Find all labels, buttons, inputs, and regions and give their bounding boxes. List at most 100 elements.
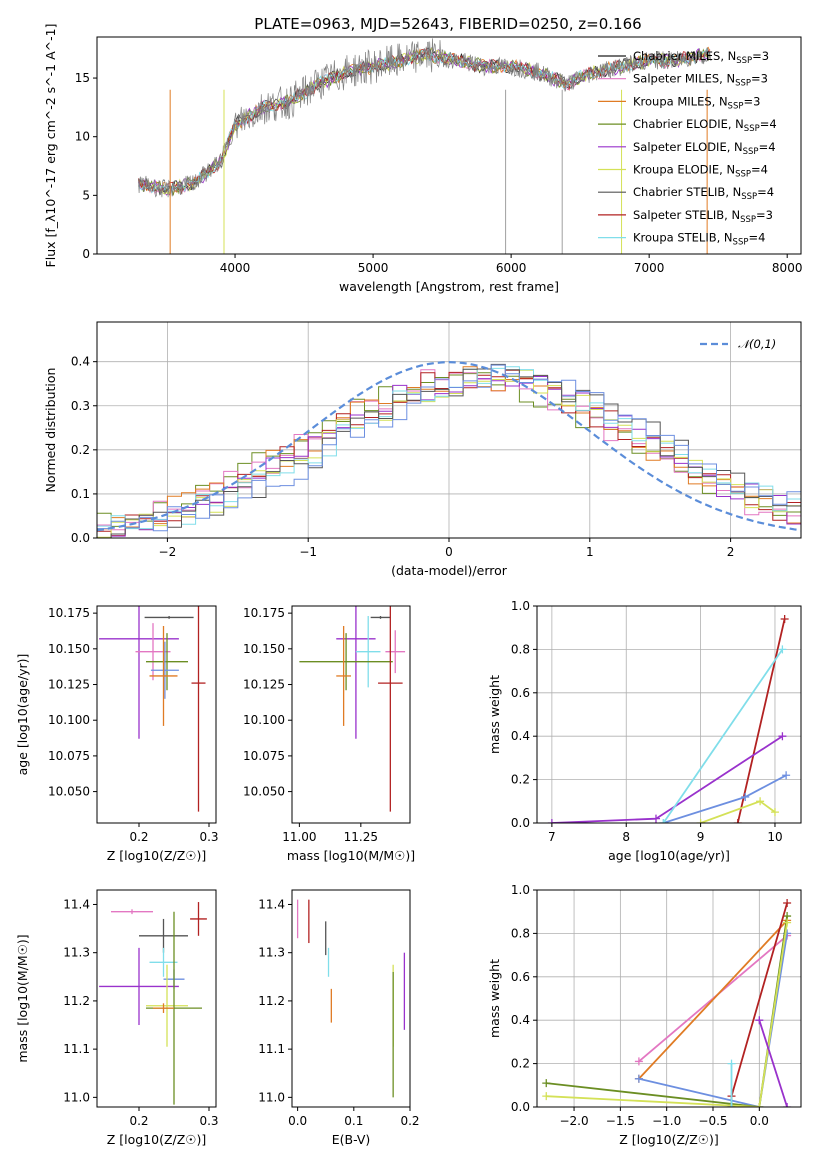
x-axis-label: Z [log10(Z/Z☉)]: [107, 848, 207, 863]
y-tick-label: 0.2: [511, 1057, 530, 1071]
weight-marker: [651, 814, 660, 823]
y-tick-label: 11.3: [63, 946, 90, 960]
y-tick-label: 0.1: [71, 487, 90, 501]
plot-frame: [536, 605, 802, 824]
y-tick-label: 0.6: [511, 970, 530, 984]
x-tick-label: 6000: [496, 261, 527, 275]
data-point: [146, 633, 188, 691]
y-tick-label: 11.0: [258, 1090, 285, 1104]
panel-age_vs_Z: 0.2 0.3 10.050 10.075 10.100 10.125 10.150 10.1…: [15, 605, 219, 863]
x-axis-label: (data-model)/error: [391, 563, 508, 578]
y-axis-label: mass [log10(M/M☉)]: [15, 934, 30, 1062]
y-tick-label: 11.2: [63, 994, 90, 1008]
y-tick-label: 10.050: [243, 785, 285, 799]
legend-label: Salpeter MILES, NSSP=3: [633, 72, 768, 89]
data-spectrum-line: [138, 38, 712, 198]
y-tick-label: 10.125: [243, 678, 285, 692]
x-tick-label: −1.0: [652, 1114, 681, 1128]
data-point: [370, 615, 391, 619]
panel-weight_vs_age: 7 8 9 10 0.0 0.2 0.4 0.6 0.8 1.0 age [log10(age/yr…: [487, 599, 802, 863]
weight-marker: [727, 1059, 736, 1068]
panel-spectrum: 4000 5000 6000 7000 8000 0 5 10 15 wavelength [An…: [43, 24, 802, 294]
x-axis-label: age [log10(age/yr)]: [608, 848, 730, 863]
y-tick-label: 11.1: [63, 1042, 90, 1056]
data-point: [99, 947, 179, 1026]
y-tick-label: 0.8: [511, 642, 530, 656]
y-tick-label: 0.8: [511, 926, 530, 940]
panel-weight_vs_Z: −2.0 −1.5 −1.0 −0.5 0.0 0.0 0.2 0.4 0.6 0.8 1.0 Z […: [487, 883, 802, 1147]
data-point: [336, 625, 351, 726]
y-tick-label: 0: [82, 247, 90, 261]
y-tick-label: 11.4: [258, 897, 285, 911]
x-axis-label: Z [log10(Z/Z☉)]: [619, 1132, 719, 1147]
x-tick-label: 7000: [634, 261, 665, 275]
y-tick-label: 11.0: [63, 1090, 90, 1104]
weight-line: [638, 919, 788, 1080]
weight-marker: [547, 819, 556, 823]
x-tick-label: 7: [548, 830, 556, 844]
data-point: [144, 615, 194, 619]
legend-label: Chabrier MILES, NSSP=3: [633, 49, 769, 66]
x-tick-label: 2: [727, 545, 735, 559]
y-axis-label: mass weight: [487, 675, 502, 754]
legend-label: 𝒩(0,1): [738, 337, 776, 351]
plot-frame: [291, 889, 411, 1108]
gaussian-reference-line: [97, 360, 801, 532]
weight-line: [736, 618, 786, 823]
weight-marker: [755, 1103, 764, 1107]
weight-marker: [741, 792, 750, 801]
weight-marker: [778, 732, 787, 741]
y-tick-label: 11.1: [258, 1042, 285, 1056]
x-axis-label: Z [log10(Z/Z☉)]: [107, 1132, 207, 1147]
data-point: [355, 615, 381, 688]
x-tick-label: 1: [586, 545, 594, 559]
x-tick-label: 4000: [220, 261, 251, 275]
y-tick-label: 10.175: [243, 606, 285, 620]
weight-line: [758, 1019, 788, 1107]
weight-marker: [696, 819, 705, 823]
y-tick-label: 10.150: [48, 642, 90, 656]
legend-label: Chabrier STELIB, NSSP=4: [633, 185, 774, 202]
x-tick-label: 11.25: [344, 830, 378, 844]
y-tick-label: 10: [75, 130, 90, 144]
x-tick-label: 5000: [358, 261, 389, 275]
legend-label: Salpeter ELODIE, NSSP=4: [633, 140, 776, 157]
data-point: [139, 918, 188, 953]
x-axis-label: mass [log10(M/M☉)]: [287, 848, 415, 863]
data-point: [111, 909, 153, 915]
x-tick-label: 0.0: [750, 1114, 769, 1128]
weight-marker: [783, 918, 792, 927]
y-tick-label: 0.6: [511, 686, 530, 700]
weight-line: [663, 774, 787, 823]
data-point: [385, 630, 406, 674]
legend-label: Salpeter STELIB, NSSP=3: [633, 208, 773, 225]
weight-line: [638, 933, 788, 1107]
weight-line: [662, 648, 784, 823]
panel-mass_vs_ebv: 0.0 0.1 0.2 11.0 11.1 11.2 11.3 11.4 E(B-V): [258, 889, 420, 1147]
weight-marker: [756, 797, 765, 806]
x-tick-label: 0.2: [129, 1114, 148, 1128]
weight-marker: [542, 1092, 551, 1101]
model-spectrum-line: [138, 47, 711, 197]
x-tick-label: 10: [767, 830, 782, 844]
x-tick-label: 0.2: [129, 830, 148, 844]
y-tick-label: 0.2: [511, 773, 530, 787]
y-tick-label: 0.0: [511, 1100, 530, 1114]
x-tick-label: 8: [622, 830, 630, 844]
data-point: [99, 606, 179, 739]
x-tick-label: 0.0: [288, 1114, 307, 1128]
weight-marker: [659, 819, 668, 823]
weight-marker: [783, 899, 792, 908]
plot-frame: [96, 36, 802, 255]
y-tick-label: 10.175: [48, 606, 90, 620]
y-tick-label: 0.2: [71, 443, 90, 457]
panel-age_vs_mass: 11.00 11.25 10.050 10.075 10.100 10.125 10.150…: [243, 605, 415, 863]
weight-line: [546, 922, 788, 1107]
y-tick-label: 10.075: [243, 749, 285, 763]
y-axis-label: Flux [f_λ10^-17 erg cm^-2 s^-1 A^-1]: [43, 24, 58, 268]
plot-frame: [96, 605, 217, 824]
y-axis-label: mass weight: [487, 959, 502, 1038]
y-tick-label: 10.050: [48, 785, 90, 799]
x-tick-label: 0.1: [344, 1114, 363, 1128]
y-tick-label: 11.2: [258, 994, 285, 1008]
